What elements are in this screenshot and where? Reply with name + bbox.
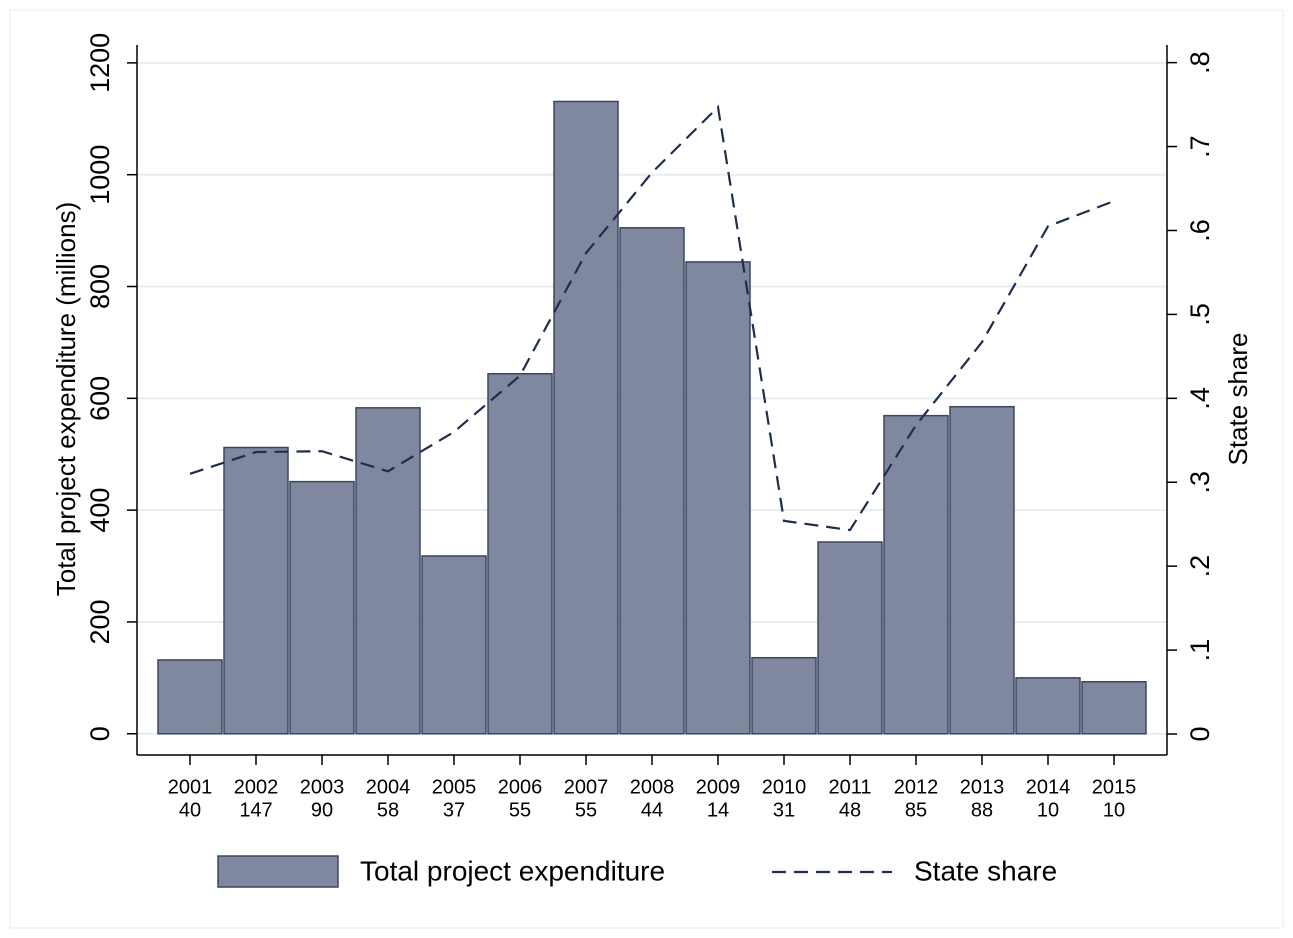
line [189,104,1115,532]
y2-axis-title: State share [1223,333,1253,466]
y-tick-label: 600 [85,376,115,421]
x-tick-label: 55 [509,799,531,821]
x-tick-label: 55 [575,799,597,821]
bar [949,405,1015,735]
y-axis-title: Total project expenditure (millions) [51,202,81,597]
x-tick-label: 2002 [234,776,279,798]
x-tick-label: 37 [443,799,465,821]
x-tick-label: 2015 [1092,776,1137,798]
bar [685,261,751,735]
x-tick-label: 2007 [564,776,609,798]
y2-tick-label: .7 [1185,135,1215,158]
x-tick-label: 2008 [630,776,675,798]
x-tick-label: 31 [773,799,795,821]
bar [355,407,421,735]
x-tick-label: 2004 [366,776,411,798]
x-tick-label: 147 [239,799,272,821]
x-tick-label: 10 [1037,799,1059,821]
y-tick-label: 800 [85,264,115,309]
bar [223,446,289,735]
y2-tick-label: .8 [1185,51,1215,74]
y-tick-label: 0 [85,726,115,741]
x-tick-label: 2013 [960,776,1005,798]
x-tick-label: 58 [377,799,399,821]
bar [421,555,487,735]
x-tick-label: 90 [311,799,333,821]
x-tick-label: 44 [641,799,663,821]
y2-tick-label: .3 [1185,471,1215,494]
x-tick-label: 10 [1103,799,1125,821]
y2-tick-label: .4 [1185,387,1215,410]
x-tick-label: 40 [179,799,201,821]
bar [751,656,817,735]
y-tick-label: 200 [85,599,115,644]
bar [1015,677,1081,735]
x-tick-label: 2014 [1026,776,1071,798]
legend-label: Total project expenditure [360,855,665,886]
x-tick-label: 2011 [828,776,871,798]
bar [817,541,883,735]
x-tick-label: 2009 [696,776,741,798]
x-tick-label: 2012 [894,776,939,798]
y-tick-label: 400 [85,488,115,533]
bar [619,227,685,735]
bar [487,372,553,735]
bar [289,480,355,735]
y2-tick-label: .6 [1185,219,1215,242]
bar [1081,681,1147,735]
x-tick-label: 2010 [762,776,807,798]
y2-tick-label: .2 [1185,555,1215,578]
bar [157,659,223,735]
legend-label: State share [914,855,1057,886]
x-tick-label: 48 [839,799,861,821]
legend-swatch [217,855,339,888]
x-tick-label: 2003 [300,776,345,798]
y-tick-label: 1000 [85,145,115,205]
x-tick-label: 2005 [432,776,477,798]
bar [883,414,949,735]
x-tick-label: 2001 [168,776,213,798]
bar [553,100,619,735]
y2-tick-label: .1 [1185,639,1215,662]
y2-tick-label: 0 [1185,727,1215,742]
x-tick-label: 85 [905,799,927,821]
x-tick-label: 88 [971,799,993,821]
y-tick-label: 1200 [85,33,115,93]
x-tick-label: 14 [707,799,729,821]
x-tick-label: 2006 [498,776,543,798]
y2-tick-label: .5 [1185,303,1215,326]
